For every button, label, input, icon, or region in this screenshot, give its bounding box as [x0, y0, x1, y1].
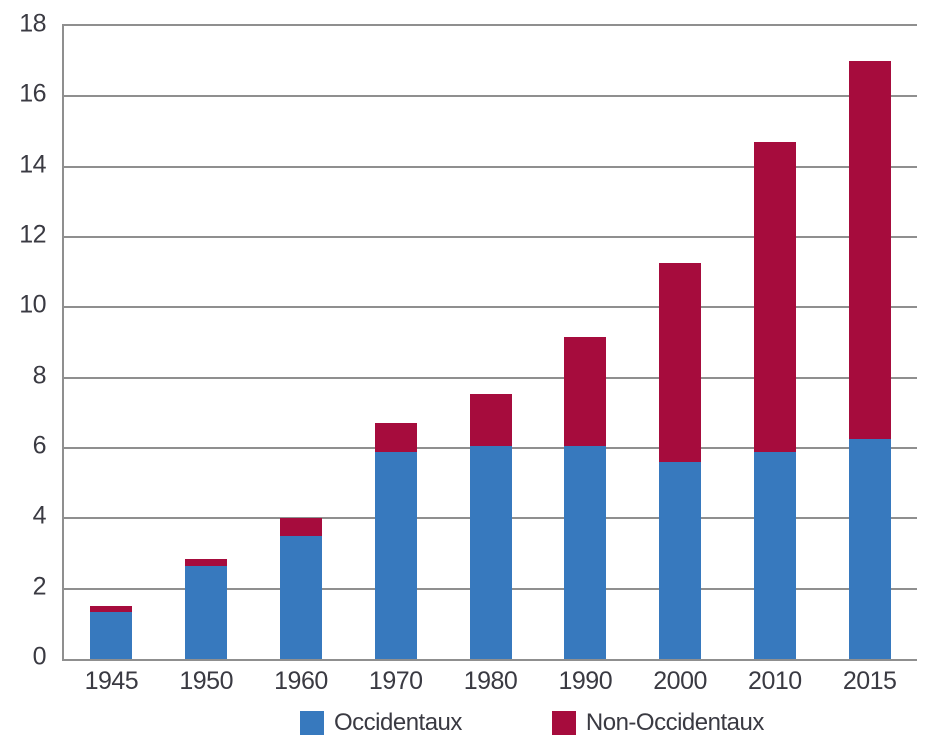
- legend-label: Occidentaux: [334, 709, 462, 736]
- legend-item-non-occidentaux: Non-Occidentaux: [551, 709, 764, 736]
- gridline-y-14: [64, 165, 917, 168]
- bars-layer: [64, 26, 917, 659]
- bar-1980-occidentaux: [469, 446, 512, 659]
- bar-1990-occidentaux: [564, 446, 607, 659]
- y-tick-label-12: 12: [19, 220, 46, 249]
- bar-1980-non-occidentaux: [469, 393, 512, 447]
- y-tick-label-16: 16: [19, 79, 46, 108]
- x-tick-label-1945: 1945: [84, 667, 139, 695]
- gridline-y-16: [64, 95, 917, 98]
- bar-1945-occidentaux: [90, 611, 133, 659]
- x-tick-label-1950: 1950: [179, 667, 233, 695]
- y-tick-label-6: 6: [32, 431, 47, 460]
- y-tick-label-2: 2: [32, 572, 47, 601]
- y-tick-label-8: 8: [32, 361, 47, 390]
- bar-group-1960: [254, 26, 349, 659]
- legend-label: Non-Occidentaux: [585, 709, 764, 736]
- x-tick-label-1980: 1980: [463, 667, 518, 695]
- bar-1970-non-occidentaux: [374, 423, 417, 452]
- bar-group-1990: [538, 26, 633, 659]
- bar-group-1980: [443, 26, 538, 659]
- bar-2000-non-occidentaux: [659, 263, 702, 463]
- y-tick-label-18: 18: [19, 9, 46, 38]
- legend-swatch-icon: [551, 711, 576, 735]
- x-tick-label-1990: 1990: [558, 667, 613, 695]
- y-tick-label-0: 0: [32, 642, 47, 671]
- x-tick-label-1970: 1970: [368, 667, 423, 695]
- x-tick-label-2000: 2000: [653, 667, 707, 695]
- legend: Occidentaux Non-Occidentaux: [300, 711, 764, 735]
- legend-item-occidentaux: Occidentaux: [300, 711, 462, 735]
- bar-1960-non-occidentaux: [279, 518, 322, 536]
- bar-1945-non-occidentaux: [90, 606, 133, 612]
- legend-swatch-icon: [300, 711, 324, 735]
- x-tick-label-2010: 2010: [748, 667, 802, 695]
- bar-group-2000: [633, 26, 728, 659]
- bar-2015-non-occidentaux: [848, 61, 891, 440]
- bar-2010-occidentaux: [753, 451, 796, 659]
- plot-area: [62, 24, 917, 661]
- y-tick-label-14: 14: [19, 150, 46, 179]
- gridline-y-12: [64, 236, 917, 239]
- bar-1990-non-occidentaux: [564, 337, 607, 447]
- bar-group-1950: [159, 26, 254, 659]
- bar-1970-occidentaux: [374, 451, 417, 659]
- x-tick-label-2015: 2015: [842, 667, 897, 695]
- bar-group-1970: [348, 26, 443, 659]
- gridline-y-10: [64, 306, 917, 309]
- bar-group-1945: [64, 26, 159, 659]
- gridline-y-8: [64, 376, 917, 379]
- y-tick-label-4: 4: [32, 501, 47, 530]
- bar-group-2015: [822, 26, 917, 659]
- bar-2015-occidentaux: [848, 439, 891, 659]
- bar-group-2010: [727, 26, 822, 659]
- bar-2000-occidentaux: [659, 462, 702, 659]
- y-tick-label-10: 10: [19, 290, 46, 319]
- bar-1950-occidentaux: [185, 565, 228, 659]
- bar-1950-non-occidentaux: [185, 558, 228, 566]
- x-tick-label-1960: 1960: [274, 667, 328, 695]
- bar-1960-occidentaux: [279, 535, 322, 659]
- bar-2010-non-occidentaux: [753, 142, 796, 452]
- x-axis: 1945 1950 1960 1970 1980 1990 2000 2010 2015: [64, 667, 917, 696]
